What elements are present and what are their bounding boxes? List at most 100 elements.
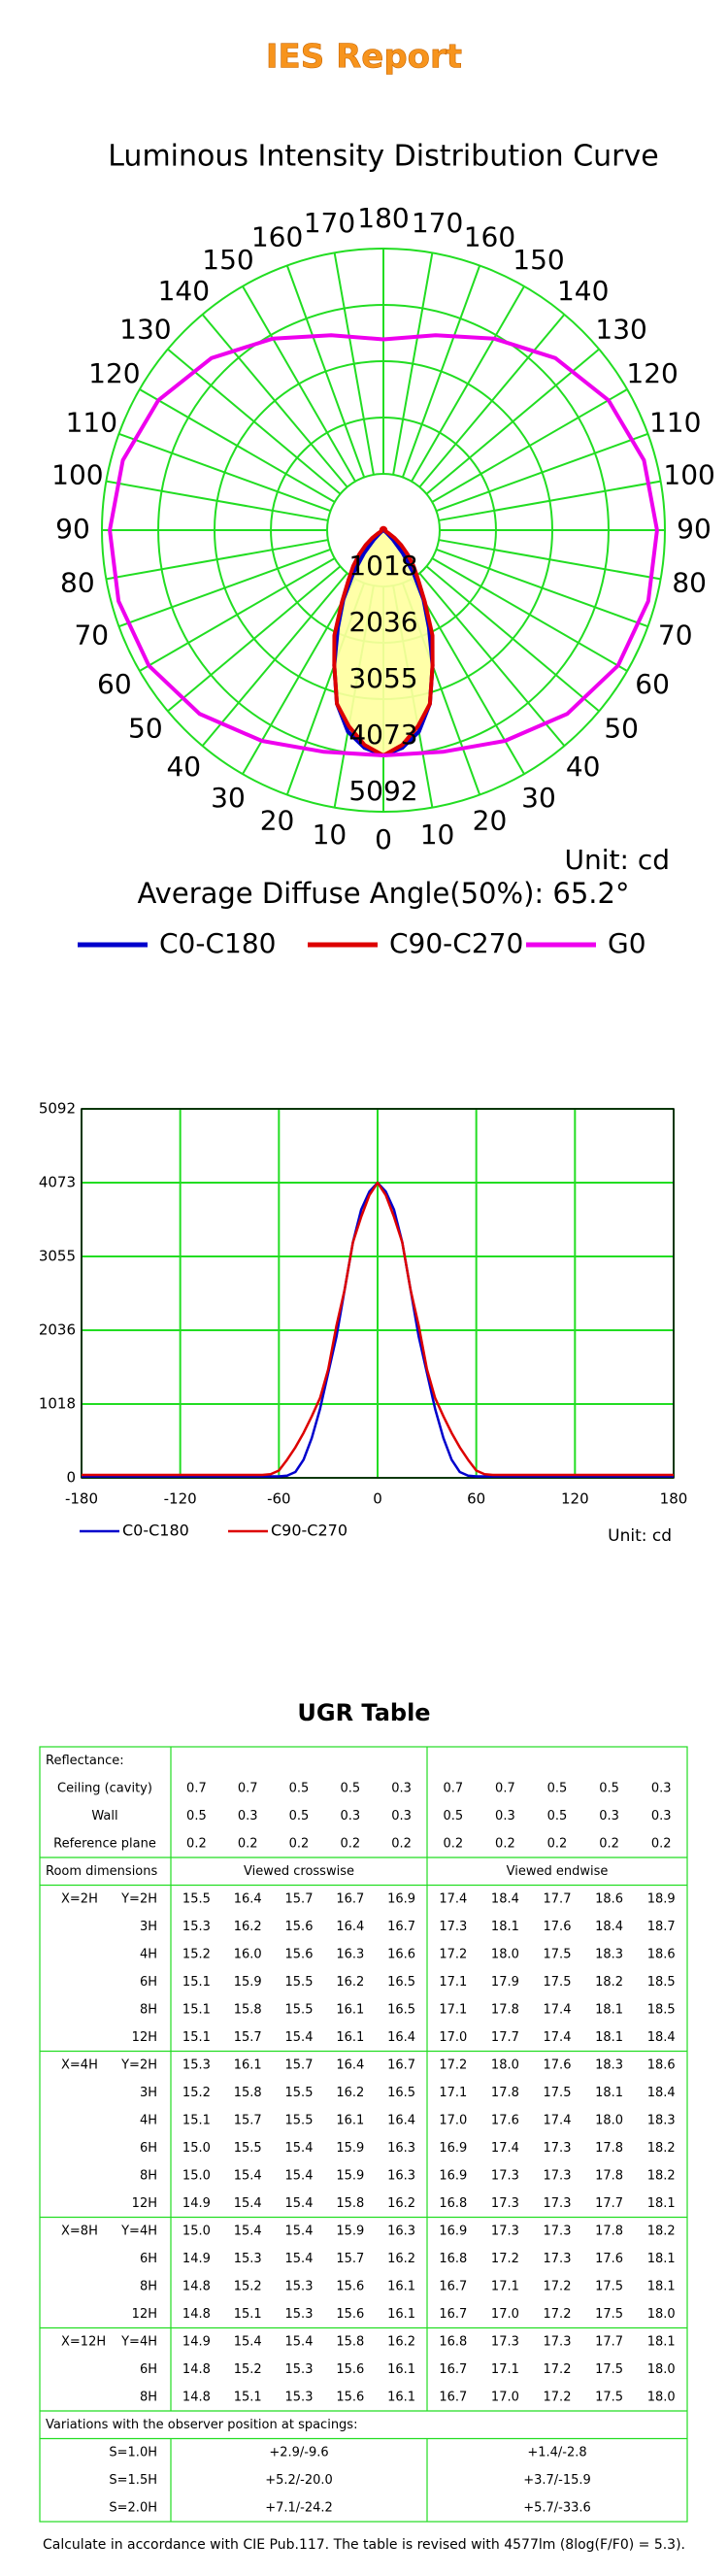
- x-tick-label: 0: [373, 1490, 382, 1508]
- table-cell: 17.3: [544, 2168, 572, 2183]
- table-cell: 15.6: [336, 2279, 364, 2293]
- grid-spoke: [106, 539, 329, 581]
- table-cell: 16.5: [387, 1975, 415, 1990]
- table-cell: 16.9: [387, 1891, 415, 1906]
- angle-label: 40: [166, 751, 201, 783]
- table-cell: 16.4: [336, 1920, 364, 1934]
- grid-spoke: [242, 285, 356, 483]
- table-cell: 15.4: [285, 2334, 314, 2349]
- table-cell: 15.1: [182, 2002, 211, 2017]
- table-cell: 15.5: [182, 1891, 211, 1906]
- table-cell: 16.2: [336, 1975, 364, 1990]
- table-frame: [39, 1746, 688, 2523]
- table-cell: 15.9: [336, 2168, 364, 2183]
- table-cell: 0.5: [599, 1781, 619, 1795]
- angle-label: 150: [513, 244, 564, 276]
- table-cell: 18.2: [595, 1975, 623, 1990]
- table-cell: 18.6: [647, 1947, 676, 1961]
- table-cell: 16.2: [387, 2334, 415, 2349]
- table-cell: 17.1: [439, 1975, 467, 1990]
- table-cell: 18.0: [647, 2362, 676, 2377]
- angle-label: 140: [158, 275, 210, 307]
- grid-spoke: [285, 265, 366, 478]
- angle-label: 30: [211, 782, 246, 814]
- table-cell: 15.1: [234, 2390, 262, 2404]
- table-cell: 17.6: [491, 2113, 519, 2127]
- line-1: [82, 1181, 674, 1477]
- room-y-label: Y=4H: [120, 2334, 157, 2349]
- x-tick-label: 180: [660, 1490, 688, 1508]
- table-cell: 14.8: [182, 2390, 211, 2404]
- grid-spoke: [139, 388, 336, 503]
- table-cell: 15.4: [285, 2141, 314, 2156]
- table-cell: 15.7: [285, 1891, 314, 1906]
- room-y-label: Y=2H: [120, 2057, 157, 2072]
- room-y-label: Y=2H: [120, 1891, 157, 1906]
- grid-spoke: [167, 348, 342, 495]
- grid-spoke: [418, 572, 566, 747]
- table-cell: 15.2: [234, 2362, 262, 2377]
- grid-spoke: [431, 388, 628, 503]
- legend-label: G0: [608, 927, 646, 959]
- x-tick-label: -180: [65, 1490, 98, 1508]
- table-cell: 17.3: [491, 2168, 519, 2183]
- table-cell: 0.3: [391, 1781, 412, 1795]
- table-cell: 17.3: [544, 2224, 572, 2238]
- table-cell: 16.1: [336, 2002, 364, 2017]
- table-cell: 17.1: [439, 2086, 467, 2100]
- table-cell: 16.1: [387, 2362, 415, 2377]
- table-cell: 15.3: [285, 2362, 314, 2377]
- table-cell: 17.2: [544, 2307, 572, 2322]
- table-cell: 18.1: [595, 2002, 623, 2017]
- table-cell: 17.5: [595, 2362, 623, 2377]
- table-cell: +7.1/-24.2: [265, 2500, 333, 2515]
- table-cell: 17.1: [491, 2279, 519, 2293]
- table-cell: 16.7: [387, 2057, 415, 2072]
- grid-spoke: [139, 557, 336, 672]
- angle-label: 50: [604, 713, 639, 745]
- table-cell: 17.5: [595, 2390, 623, 2404]
- table-cell: 16.7: [387, 1920, 415, 1934]
- table-cell: +5.7/-33.6: [523, 2500, 591, 2515]
- room-label: Room dimensions: [46, 1864, 157, 1879]
- angle-label: 110: [66, 407, 117, 439]
- x-tick-label: -120: [164, 1490, 197, 1508]
- report-title: IES Report: [266, 38, 462, 77]
- table-cell: 15.6: [336, 2390, 364, 2404]
- table-cell: 15.1: [182, 2030, 211, 2045]
- table-cell: 17.2: [544, 2390, 572, 2404]
- table-cell: 16.7: [439, 2362, 467, 2377]
- table-cell: 17.5: [544, 1975, 572, 1990]
- table-cell: 18.3: [595, 1947, 623, 1961]
- y-tick-label: 1018: [39, 1395, 76, 1413]
- room-y-label: 3H: [140, 1920, 157, 1934]
- table-cell: 15.3: [285, 2307, 314, 2322]
- table-cell: 18.4: [647, 2030, 676, 2045]
- table-cell: +1.4/-2.8: [527, 2445, 586, 2459]
- legend-label: C0-C180: [122, 1522, 189, 1540]
- table-cell: 17.0: [491, 2390, 519, 2404]
- chart-title: Luminous Intensity Distribution Curve: [108, 140, 658, 174]
- table-cell: 15.3: [182, 1920, 211, 1934]
- table-cell: 17.7: [491, 2030, 519, 2045]
- table-cell: 15.0: [182, 2141, 211, 2156]
- table-cell: 15.5: [285, 1975, 314, 1990]
- table-cell: 15.5: [285, 2086, 314, 2100]
- table-cell: 17.5: [595, 2307, 623, 2322]
- table-cell: 17.6: [544, 1920, 572, 1934]
- table-cell: 15.0: [182, 2168, 211, 2183]
- legend-label: C0-C180: [159, 927, 276, 959]
- table-cell: 16.7: [439, 2279, 467, 2293]
- reflectance-row-label: Wall: [91, 1809, 117, 1823]
- table-cell: 16.4: [387, 2113, 415, 2127]
- room-y-label: 6H: [140, 2362, 157, 2377]
- table-cell: +5.2/-20.0: [265, 2473, 333, 2488]
- table-cell: 17.4: [491, 2141, 519, 2156]
- footnote: Calculate in accordance with CIE Pub.117…: [43, 2537, 685, 2553]
- table-cell: 0.3: [651, 1781, 672, 1795]
- table-cell: 0.2: [443, 1836, 463, 1851]
- table-cell: 17.0: [439, 2030, 467, 2045]
- table-cell: 16.2: [387, 2196, 415, 2211]
- table-cell: 15.2: [182, 1947, 211, 1961]
- table-cell: 16.8: [439, 2334, 467, 2349]
